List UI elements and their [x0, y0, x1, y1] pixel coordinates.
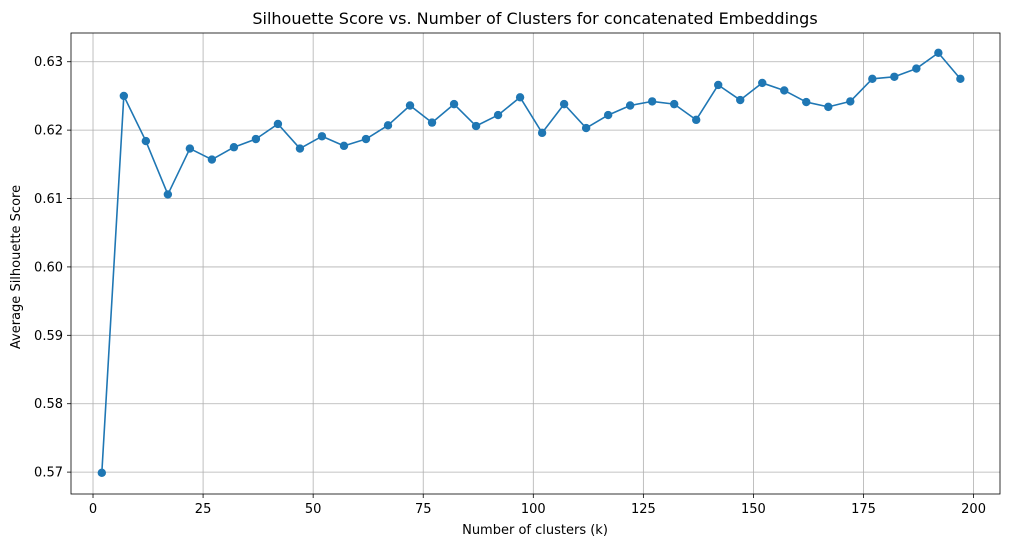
y-tick-label: 0.62: [34, 124, 63, 139]
data-point: [736, 95, 745, 105]
chart-title: Silhouette Score vs. Number of Clusters …: [252, 9, 817, 28]
data-point: [185, 144, 195, 153]
plot-frame: [70, 32, 1001, 495]
data-point: [868, 74, 877, 84]
x-tick-label: 25: [195, 502, 212, 517]
x-tick-label: 175: [851, 502, 876, 517]
series-line: [101, 52, 961, 473]
data-point: [383, 121, 393, 130]
x-axis-ticks: 0 25 50 75 100 125 150 175 200: [89, 494, 986, 517]
data-point: [559, 99, 569, 109]
data-point: [97, 468, 107, 477]
data-point: [427, 118, 437, 127]
data-point: [780, 86, 789, 95]
series-line-layer: [101, 52, 961, 473]
y-tick-label: 0.57: [34, 466, 63, 481]
data-point: [251, 134, 261, 144]
data-points: [97, 48, 965, 477]
x-tick-label: 50: [305, 502, 322, 517]
data-point: [912, 64, 921, 73]
grid-lines: [71, 33, 1000, 494]
data-point: [824, 102, 833, 112]
y-tick-label: 0.63: [34, 55, 63, 70]
data-point: [934, 48, 943, 58]
data-point: [714, 80, 723, 90]
data-point: [515, 93, 525, 102]
data-point: [846, 97, 855, 106]
y-tick-label: 0.60: [34, 260, 63, 275]
data-point: [317, 132, 327, 141]
data-point: [625, 101, 635, 110]
y-tick-label: 0.58: [34, 397, 63, 412]
y-axis-title: Average Silhouette Score: [9, 185, 24, 349]
data-point: [802, 97, 811, 107]
data-point: [405, 101, 415, 110]
data-point: [229, 143, 239, 152]
y-axis-ticks: 0.57 0.58 0.59 0.60 0.61 0.62 0.63: [34, 55, 71, 481]
data-point: [141, 136, 151, 146]
data-point: [339, 141, 349, 151]
x-tick-label: 125: [631, 502, 656, 517]
data-point: [449, 99, 459, 109]
data-point: [647, 97, 657, 106]
x-tick-label: 75: [415, 502, 432, 517]
x-tick-label: 100: [521, 502, 546, 517]
data-point: [493, 110, 503, 120]
x-tick-label: 150: [741, 502, 766, 517]
data-point: [273, 119, 283, 129]
x-axis-title: Number of clusters (k): [462, 523, 608, 538]
data-point: [956, 74, 965, 84]
y-tick-label: 0.59: [34, 329, 63, 344]
data-point: [295, 144, 305, 153]
data-point: [471, 121, 481, 131]
data-point: [890, 72, 899, 81]
data-point: [603, 110, 613, 120]
data-point: [119, 91, 129, 101]
y-tick-label: 0.61: [34, 192, 63, 207]
data-point: [669, 99, 679, 109]
data-point: [207, 155, 217, 164]
data-point: [537, 128, 547, 138]
data-point: [361, 134, 371, 144]
data-point: [758, 78, 767, 88]
x-tick-label: 0: [89, 502, 97, 517]
data-point: [581, 123, 591, 133]
x-tick-label: 200: [961, 502, 986, 517]
data-point: [163, 190, 173, 199]
data-point: [692, 115, 701, 125]
axes: [70, 32, 1001, 495]
